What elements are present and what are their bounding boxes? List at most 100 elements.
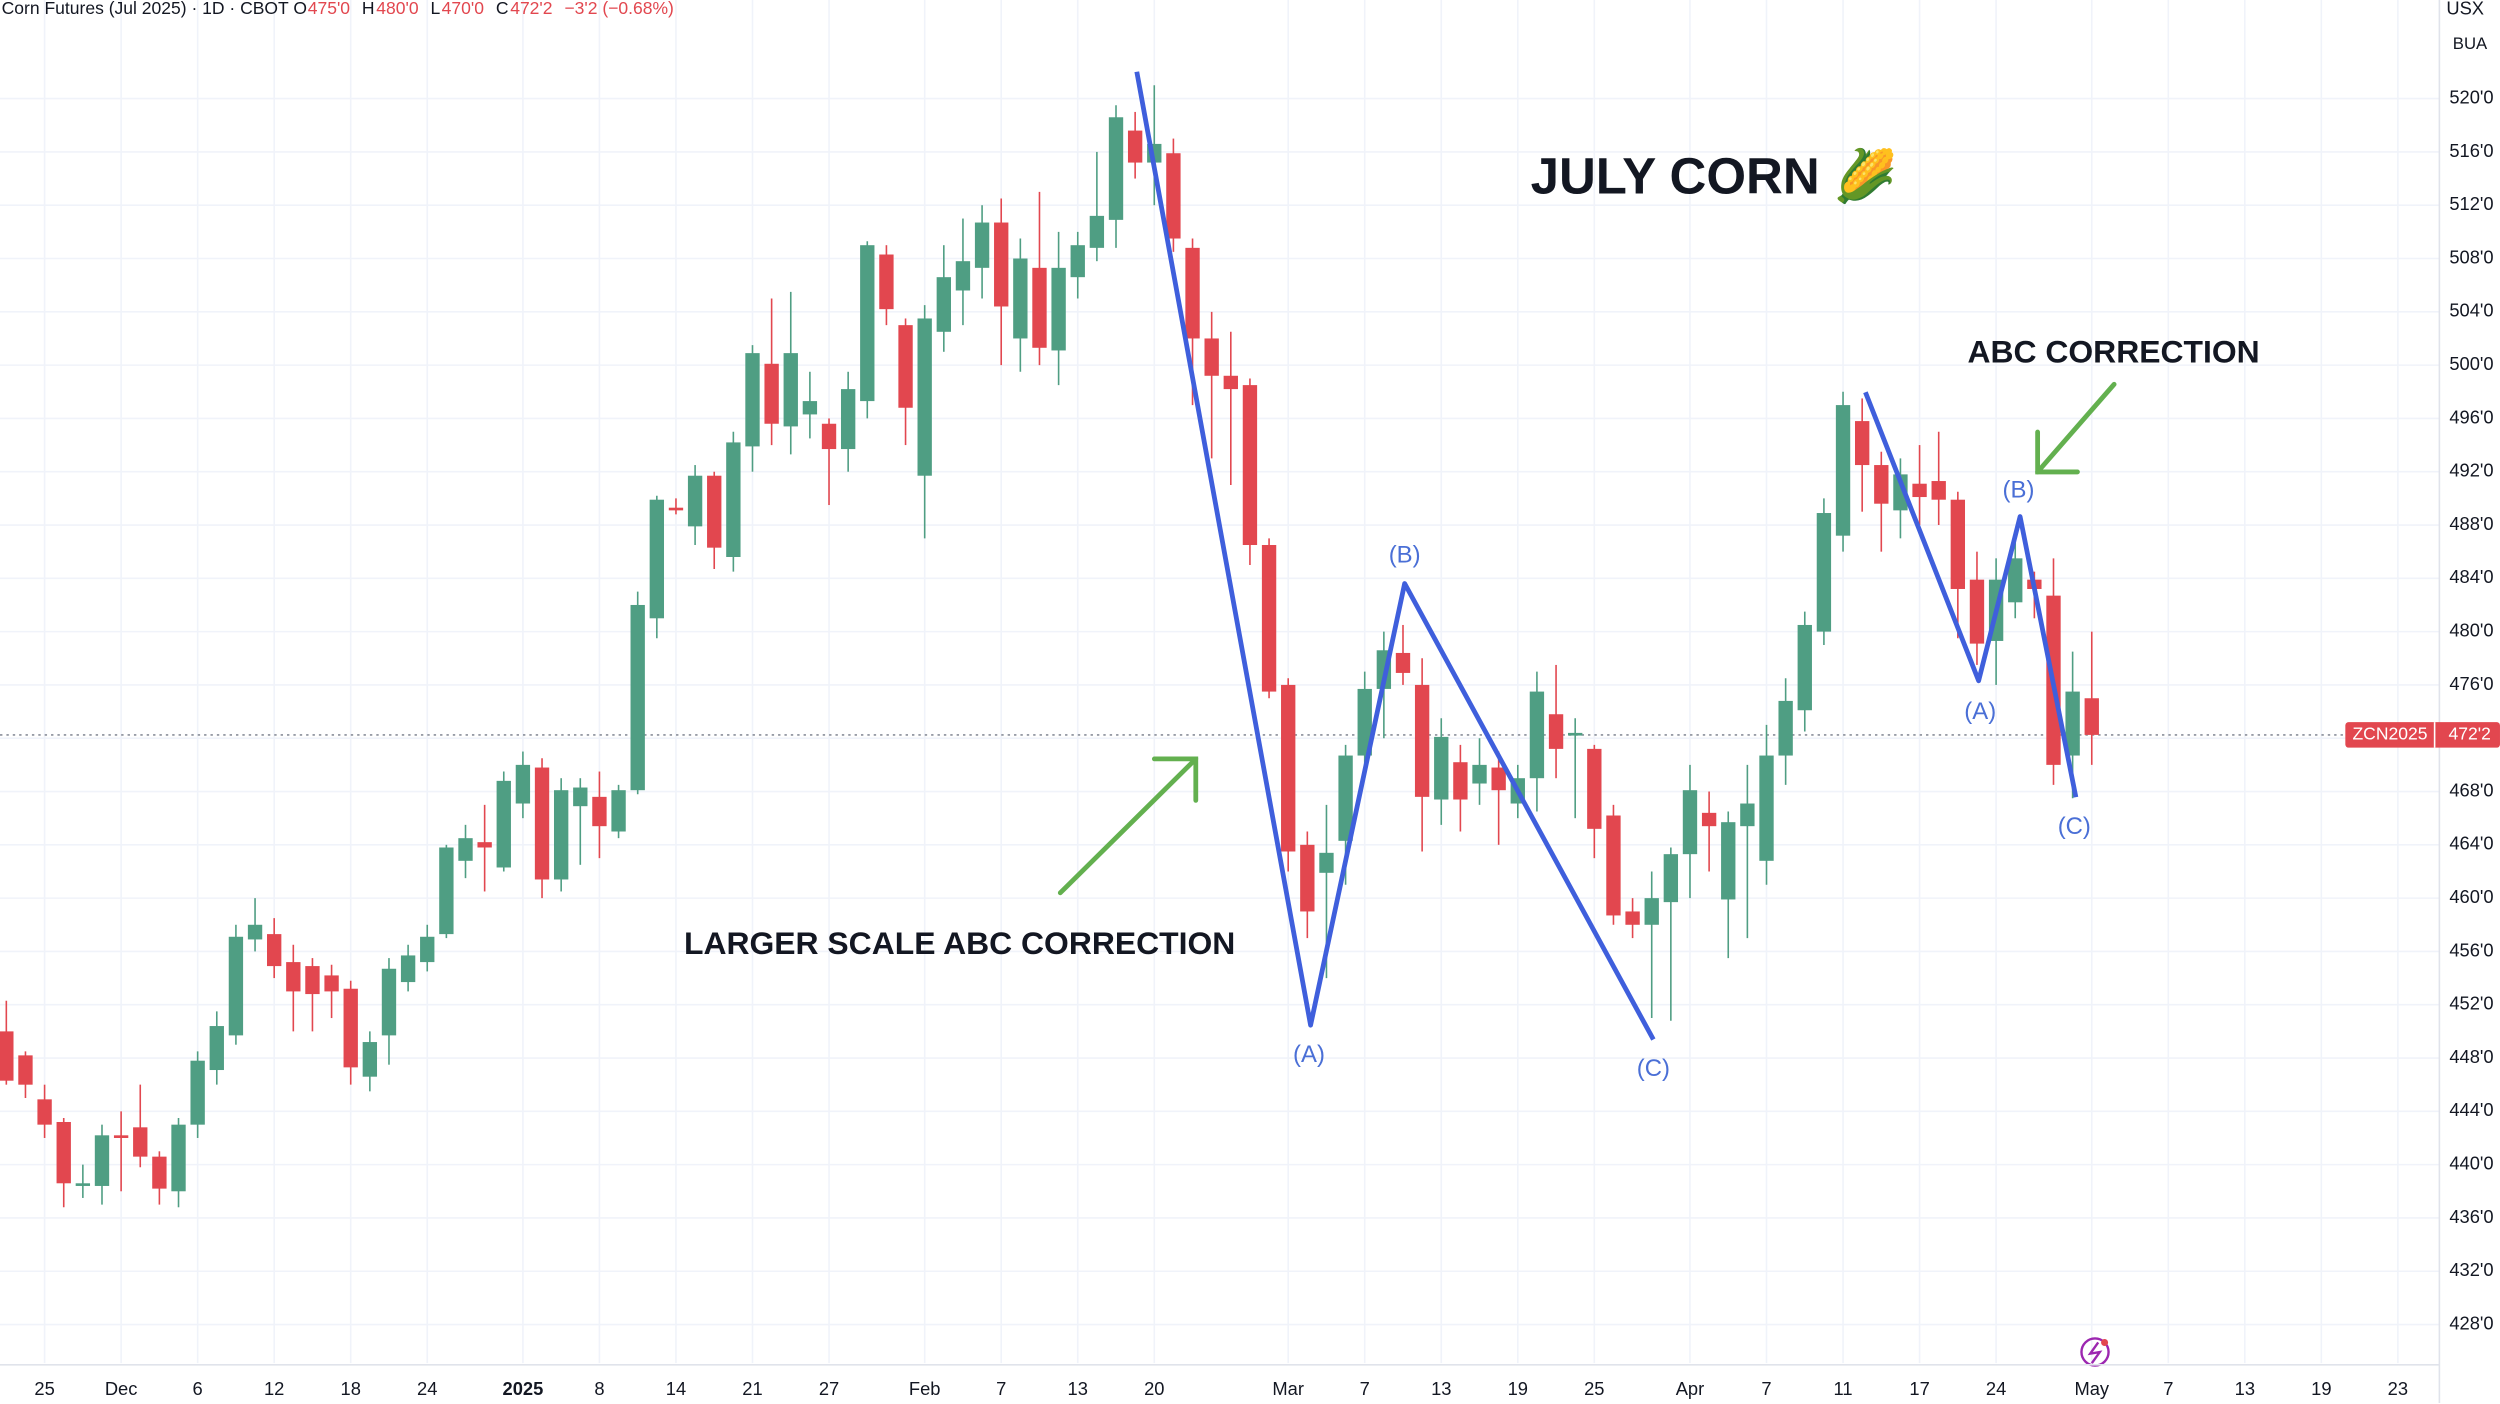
x-tick-label: 13 xyxy=(1068,1378,1088,1399)
candle-body xyxy=(209,1026,224,1071)
candle-body xyxy=(1721,822,1736,900)
x-tick-label: 19 xyxy=(1508,1378,1528,1399)
annotation-title: JULY CORN 🌽 xyxy=(1531,146,1898,206)
wave-label: (A) xyxy=(1964,698,1996,725)
candle-body xyxy=(286,962,301,992)
y-tick-label: 492'0 xyxy=(2449,460,2493,481)
x-tick-label: 13 xyxy=(2235,1378,2255,1399)
ohlc-key: O xyxy=(293,0,307,18)
y-tick-label: 508'0 xyxy=(2449,246,2493,267)
y-tick-label: 516'0 xyxy=(2449,140,2493,161)
candle-body xyxy=(1472,764,1487,784)
candles xyxy=(0,85,2099,1208)
candle-body xyxy=(1166,153,1181,239)
x-tick-label: 13 xyxy=(1431,1378,1451,1399)
ohlc-key: L xyxy=(430,0,440,18)
candle-body xyxy=(1969,579,1985,644)
candle-body xyxy=(1013,258,1028,339)
candle-body xyxy=(362,1042,378,1077)
candle-body xyxy=(1185,247,1200,339)
candle-body xyxy=(840,389,856,450)
ohlc-value: 475'0 xyxy=(308,0,351,18)
y-tick-label: 488'0 xyxy=(2449,513,2493,534)
lightning-icon[interactable] xyxy=(2080,1337,2110,1367)
candle-body xyxy=(1759,755,1774,861)
last-price-symbol: ZCN2025 xyxy=(2352,724,2427,744)
y-tick-label: 476'0 xyxy=(2449,673,2493,694)
wave-label: (A) xyxy=(1293,1041,1325,1068)
ohlc-value: 470'0 xyxy=(442,0,485,18)
candle-body xyxy=(592,796,607,827)
candle-body xyxy=(1395,652,1411,673)
candle-body xyxy=(994,222,1009,307)
candle-body xyxy=(1453,762,1468,800)
x-tick-label: 7 xyxy=(996,1378,1006,1399)
candle-body xyxy=(1625,911,1640,925)
candle-body xyxy=(1950,499,1966,589)
x-tick-label: 2025 xyxy=(503,1378,544,1399)
candle-body xyxy=(1893,474,1908,511)
x-tick-label: 6 xyxy=(193,1378,203,1399)
y-tick-label: 456'0 xyxy=(2449,939,2493,960)
x-tick-label: 24 xyxy=(417,1378,437,1399)
candle-body xyxy=(1070,245,1085,278)
candle-body xyxy=(37,1099,52,1125)
candle-body xyxy=(324,975,339,992)
header: Corn Futures (Jul 2025) · 1D · CBOT O 47… xyxy=(2,0,674,18)
y-tick-label: 460'0 xyxy=(2449,886,2493,907)
candle-body xyxy=(630,604,645,791)
x-tick-label: 12 xyxy=(264,1378,284,1399)
candle-body xyxy=(1319,852,1334,873)
x-tick-label: 25 xyxy=(1584,1378,1604,1399)
y-tick-label: 484'0 xyxy=(2449,566,2493,587)
candle-body xyxy=(936,277,951,332)
last-price-label: 472'2 xyxy=(2449,724,2491,744)
y-tick-label: 520'0 xyxy=(2449,86,2493,107)
y-tick-label: 500'0 xyxy=(2449,353,2493,374)
arrow-large xyxy=(1057,756,1199,896)
y-tick-label: 480'0 xyxy=(2449,619,2493,640)
candle-body xyxy=(94,1135,110,1186)
candle-body xyxy=(2008,558,2023,603)
x-tick-label: May xyxy=(2074,1378,2109,1399)
candle-body xyxy=(1797,624,1812,711)
candle-body xyxy=(1644,898,1659,925)
candle-body xyxy=(955,261,971,291)
candle-body xyxy=(783,353,798,427)
candle-body xyxy=(1854,421,1870,466)
x-tick-label: 19 xyxy=(2311,1378,2331,1399)
candle-body xyxy=(668,507,684,511)
y-tick-label: 448'0 xyxy=(2449,1046,2493,1067)
candle-body xyxy=(1701,812,1717,827)
candle-body xyxy=(1816,513,1832,632)
candle-body xyxy=(228,936,244,1036)
candle-body xyxy=(553,790,569,880)
x-tick-label: 23 xyxy=(2388,1378,2408,1399)
y-tick-label: 496'0 xyxy=(2449,406,2493,427)
candle-body xyxy=(707,475,722,548)
candle-body xyxy=(2065,691,2080,756)
candle-body xyxy=(1682,790,1698,855)
candle-body xyxy=(1357,688,1372,756)
candle-body xyxy=(1223,375,1238,390)
wave-label: (B) xyxy=(2003,476,2035,503)
x-tick-label: 7 xyxy=(2163,1378,2173,1399)
candle-body xyxy=(247,924,263,940)
candle-body xyxy=(1300,844,1315,912)
candle-body xyxy=(1414,684,1430,797)
y-tick-label: 444'0 xyxy=(2449,1099,2493,1120)
annotation: ABC CORRECTION xyxy=(1967,333,2259,369)
wave-label: (C) xyxy=(1637,1055,1670,1082)
candle-body xyxy=(1089,215,1105,248)
candle-body xyxy=(458,838,473,861)
wave-line-small xyxy=(1863,391,2079,798)
candle-body xyxy=(573,787,588,807)
unit: BUA xyxy=(2453,34,2488,53)
x-tick-label: 24 xyxy=(1986,1378,2006,1399)
annotation: LARGER SCALE ABC CORRECTION xyxy=(684,925,1235,961)
wave-label: (C) xyxy=(2058,813,2091,840)
candle-body xyxy=(898,325,913,408)
candle-body xyxy=(190,1060,205,1125)
candle-body xyxy=(1127,130,1143,163)
